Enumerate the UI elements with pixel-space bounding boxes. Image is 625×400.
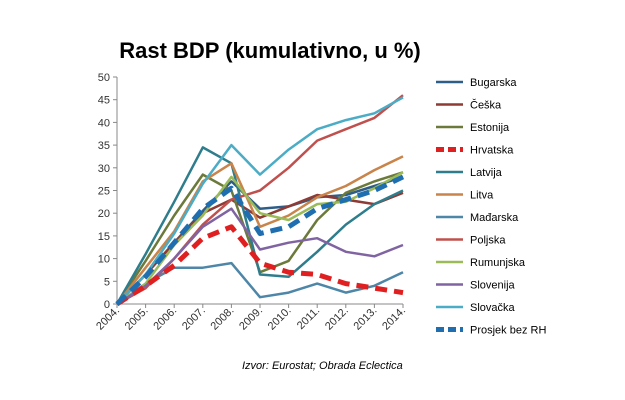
- legend-label: Bugarska: [470, 77, 517, 89]
- x-tick-label: 2013.: [352, 305, 380, 333]
- y-tick-label: 45: [98, 95, 110, 107]
- x-tick-label: 2009.: [237, 305, 265, 333]
- y-tick-label: 10: [98, 254, 110, 266]
- x-tick-label: 2007.: [180, 305, 208, 333]
- x-tick-label: 2004.: [94, 305, 122, 333]
- series-line-6: [116, 261, 404, 306]
- y-tick-label: 25: [98, 186, 110, 198]
- series-line-4: [115, 146, 404, 305]
- x-tick-label: 2012.: [323, 305, 351, 333]
- legend-label: Mađarska: [470, 212, 519, 224]
- legend-label: Hrvatska: [470, 145, 514, 157]
- y-tick-label: 15: [98, 231, 110, 243]
- y-tick-label: 5: [104, 276, 110, 288]
- legend-label: Rumunjska: [470, 257, 526, 269]
- legend-label: Litva: [470, 190, 494, 202]
- series-line-10: [116, 96, 404, 305]
- legend-label: Poljska: [470, 235, 506, 247]
- series-layer: [115, 94, 405, 307]
- series-line-5: [116, 155, 404, 305]
- x-tick-label: 2005.: [123, 305, 151, 333]
- legend: Bugarska Češka Estonija Hrvatska Latvija Litv…: [436, 77, 546, 337]
- legend-label: Češka: [470, 99, 502, 112]
- y-tick-label: 40: [98, 117, 110, 129]
- x-tick-label: 2010.: [266, 305, 294, 333]
- legend-label: Slovačka: [470, 302, 516, 314]
- legend-label: Prosjek bez RH: [470, 325, 546, 337]
- y-tick-label: 0: [104, 299, 110, 311]
- legend-label: Estonija: [470, 122, 510, 134]
- legend-label: Latvija: [470, 167, 503, 179]
- x-tick-label: 2014.: [380, 305, 408, 333]
- y-tick-label: 20: [98, 208, 110, 220]
- legend-label: Slovenija: [470, 280, 516, 292]
- chart-title: Rast BDP (kumulativno, u %): [119, 38, 421, 63]
- y-tick-label: 30: [98, 163, 110, 175]
- source-note: Izvor: Eurostat; Obrada Eclectica: [242, 360, 403, 372]
- x-tick-label: 2011.: [295, 305, 322, 332]
- x-tick-label: 2008.: [209, 305, 237, 333]
- series-line-1: [116, 191, 404, 305]
- y-tick-label: 50: [98, 72, 110, 84]
- series-line-11: [115, 174, 405, 306]
- series-line-9: [116, 207, 404, 306]
- series-line-3: [115, 224, 404, 307]
- x-tick-label: 2006.: [151, 305, 179, 333]
- y-tick-label: 35: [98, 140, 110, 152]
